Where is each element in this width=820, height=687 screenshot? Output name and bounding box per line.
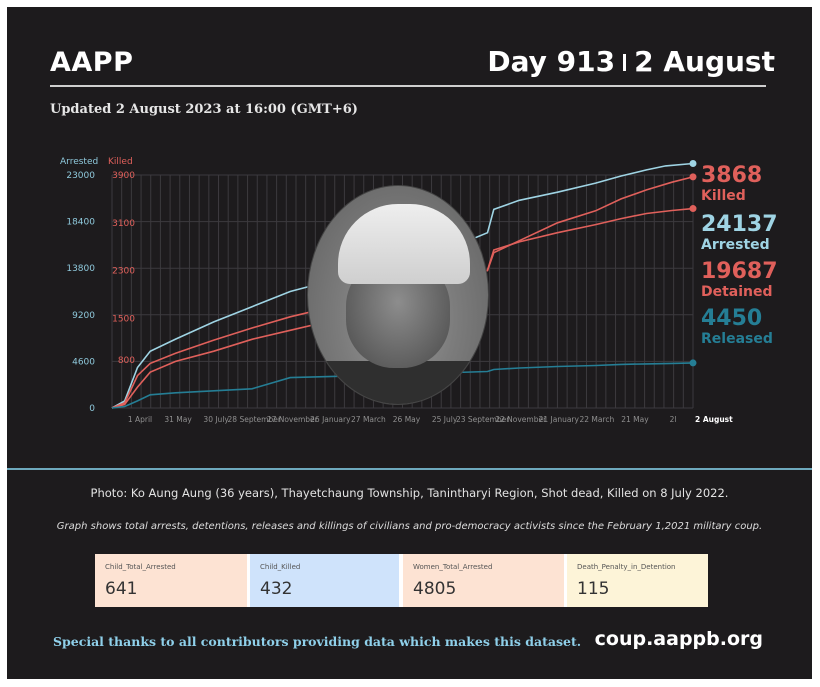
updated-timestamp: Updated 2 August 2023 at 16:00 (GMT+6) (50, 102, 358, 117)
x-tick-label: 26 May (393, 415, 421, 424)
left-tick-label: 23000 (66, 171, 95, 181)
victim-photo (307, 185, 489, 405)
stat-value: 641 (105, 579, 138, 599)
photo-cap (338, 204, 470, 284)
x-tick-label: 28 September (228, 415, 282, 424)
x-tick-label: 21 May (621, 415, 649, 424)
website-link[interactable]: coup.aappb.org (594, 628, 763, 650)
right-tick-label: 3100 (112, 219, 135, 229)
detained-total-value: 19687 (701, 259, 778, 284)
stat-value: 4805 (413, 579, 457, 599)
stat-label: Child_Killed (260, 563, 301, 571)
x-tick-label: 26 January (310, 415, 351, 424)
stat-value: 432 (260, 579, 293, 599)
x-tick-label: 27 March (351, 415, 386, 424)
left-tick-label: 18400 (66, 218, 95, 228)
right-tick-label: 800 (118, 356, 135, 366)
stat-card-death-penalty: Death_Penalty_in_Detention 115 (567, 554, 708, 607)
day-counter: Day 913 2 August (487, 45, 775, 78)
x-tick-label: 22 March (579, 415, 614, 424)
killed-total-label: Killed (701, 188, 746, 204)
detained-total-label: Detained (701, 284, 773, 300)
x-tick-label: 1 April (128, 415, 152, 424)
stat-label: Death_Penalty_in_Detention (577, 563, 676, 571)
left-tick-label: 0 (89, 404, 95, 414)
thanks-note: Special thanks to all contributors provi… (53, 634, 582, 649)
x-tick-label: 2l (670, 415, 677, 424)
released-end-marker (689, 359, 697, 367)
arrested-end-marker (689, 159, 697, 167)
infographic-panel: AAPP Day 913 2 August Updated 2 August 20… (7, 7, 812, 679)
stat-card-child-arrested: Child_Total_Arrested 641 (95, 554, 247, 607)
stat-label: Women_Total_Arrested (413, 563, 493, 571)
header-divider (50, 85, 766, 87)
left-tick-label: 4600 (72, 357, 95, 367)
brand-title: AAPP (50, 47, 134, 78)
photo-caption: Photo: Ko Aung Aung (36 years), Thayetch… (90, 486, 729, 500)
x-tick-label: 25 July (432, 415, 458, 424)
stat-card-child-killed: Child_Killed 432 (250, 554, 399, 607)
detained-end-marker (689, 205, 697, 213)
x-tick-label: 22 November (495, 415, 547, 424)
left-tick-label: 13800 (66, 264, 95, 274)
x-tick-label: 30 July (203, 415, 229, 424)
stats-cards: Child_Total_Arrested 641 Child_Killed 43… (95, 554, 708, 607)
x-tick-label: 23 September (456, 415, 510, 424)
separator-bar (623, 54, 627, 71)
x-tick-label: 31 May (164, 415, 192, 424)
left-tick-label: 9200 (72, 311, 95, 321)
released-total-value: 4450 (701, 306, 762, 331)
graph-note: Graph shows total arrests, detentions, r… (56, 521, 763, 532)
right-tick-label: 3900 (112, 171, 135, 181)
section-divider (7, 468, 812, 470)
report-date: 2 August (634, 45, 775, 78)
x-tick-label: 27 November (267, 415, 319, 424)
arrested-total-label: Arrested (701, 237, 770, 253)
stat-value: 115 (577, 579, 610, 599)
stat-label: Child_Total_Arrested (105, 563, 176, 571)
right-axis-title: Killed (108, 157, 133, 167)
right-tick-label: 2300 (112, 267, 135, 277)
killed-total-value: 3868 (701, 163, 762, 188)
day-number: Day 913 (487, 45, 616, 78)
x-tick-label: 21 January (539, 415, 580, 424)
released-total-label: Released (701, 331, 773, 347)
killed-end-marker (689, 173, 697, 181)
photo-shirt (308, 361, 488, 404)
x-end-label: 2 August (695, 415, 733, 424)
left-axis-title: Arrested (60, 157, 98, 167)
right-tick-label: 1500 (112, 314, 135, 324)
stat-card-women-arrested: Women_Total_Arrested 4805 (403, 554, 564, 607)
arrested-total-value: 24137 (701, 212, 778, 237)
